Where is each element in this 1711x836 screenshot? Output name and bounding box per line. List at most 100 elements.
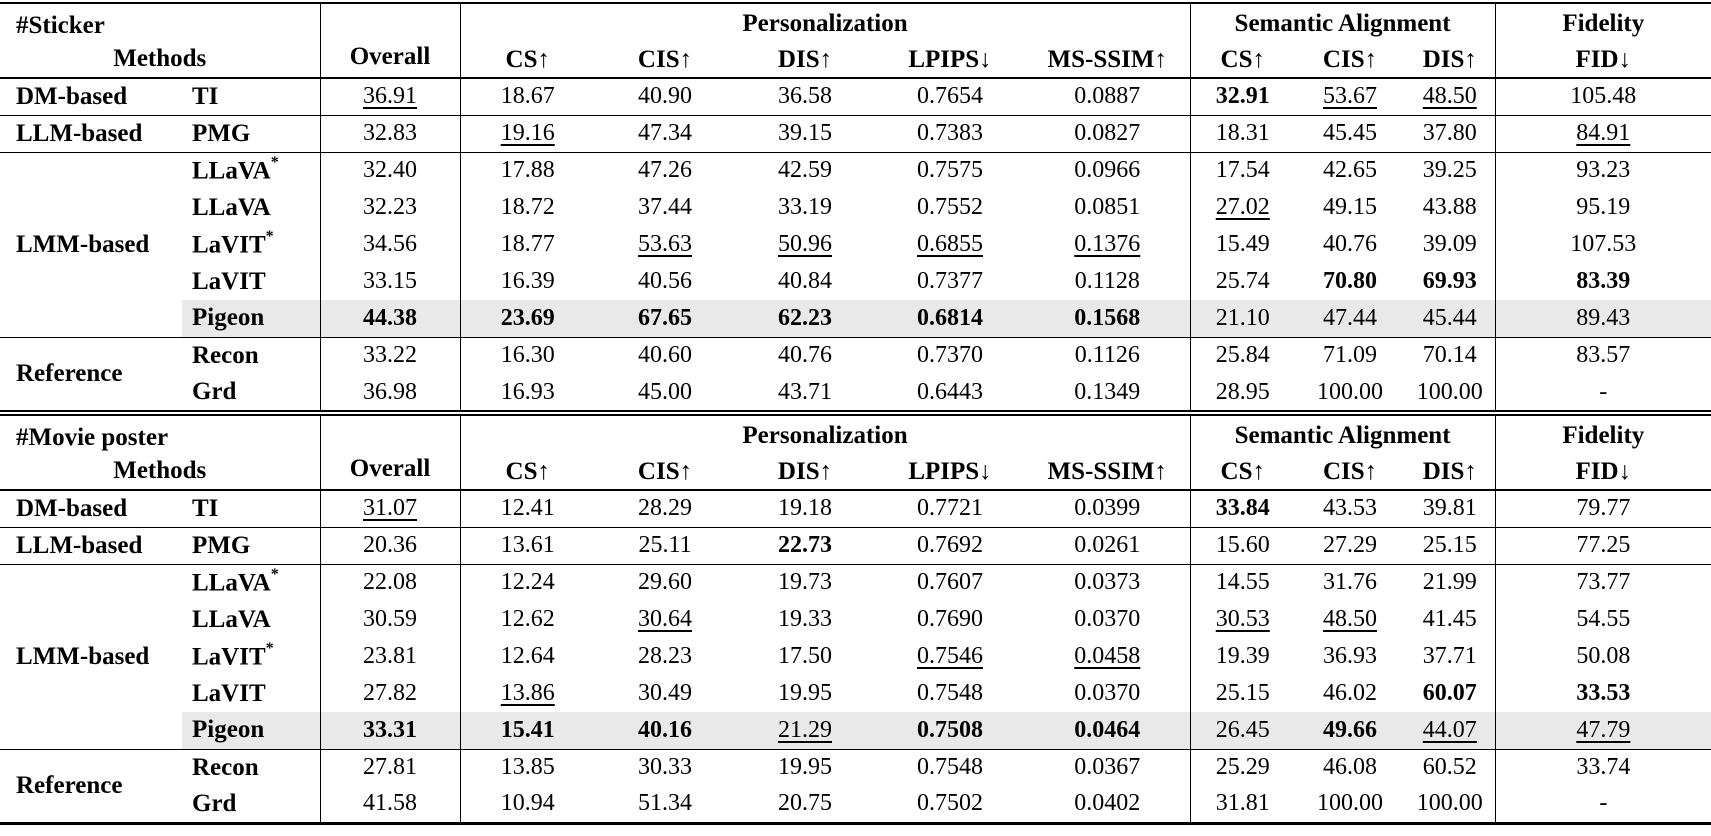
method-label-pigeon: Pigeon	[182, 712, 321, 749]
method-label-pmg: PMG	[182, 527, 321, 564]
metric-value: 0.0887	[1074, 83, 1141, 110]
metric-cell: 39.15	[735, 115, 875, 152]
metric-cell: 53.63	[595, 226, 735, 263]
metric-cell: 37.44	[595, 189, 735, 226]
metric-value: 107.53	[1570, 231, 1637, 257]
table-row: LaVIT 33.15 16.39 40.56 40.84 0.7377 0.1128 25.…	[0, 263, 1711, 300]
metric-cell: 53.67	[1295, 78, 1405, 115]
metric-value: 0.0370	[1074, 606, 1141, 632]
metric-value: 79.77	[1576, 495, 1631, 522]
metric-value: 0.7502	[917, 790, 984, 817]
metric-cell: 0.1349	[1025, 374, 1191, 411]
methods-label: Methods	[113, 457, 207, 484]
metric-value: 0.1376	[1074, 231, 1141, 257]
category-label-llm-based: LLM-based	[16, 531, 143, 559]
dataset-title: #Sticker	[16, 12, 105, 39]
table-row: LaVIT* 23.81 12.64 28.23 17.50 0.7546 0.0458 19…	[0, 638, 1711, 675]
metric-value: 30.53	[1215, 606, 1270, 632]
column-header-semantic-alignment-cis: CIS↑	[1295, 455, 1406, 491]
metric-value: 44.38	[363, 304, 417, 331]
metric-value: 0.1349	[1074, 378, 1141, 405]
metric-cell: 40.60	[595, 337, 735, 374]
metric-value: 27.02	[1215, 194, 1270, 220]
metric-cell: 0.7607	[875, 564, 1025, 601]
method-superscript: *	[265, 639, 274, 657]
metric-cell: 31.07	[320, 490, 461, 527]
metric-value: 25.74	[1215, 268, 1270, 294]
metric-value: 51.34	[638, 790, 693, 817]
metric-value: 0.6814	[917, 304, 983, 331]
category-label-lmm-based: LMM-based	[16, 230, 150, 258]
metric-value: 0.1128	[1074, 268, 1140, 294]
metric-value: 30.33	[638, 754, 693, 781]
metric-cell: 28.95	[1190, 374, 1295, 411]
metric-cell: 16.30	[460, 337, 595, 374]
metric-value: 71.09	[1323, 342, 1378, 369]
metric-cell: 32.23	[320, 189, 461, 226]
column-header-fidelity-fid: FID↓	[1495, 455, 1711, 491]
metric-cell: 0.6443	[875, 374, 1025, 411]
metric-value: 0.7548	[917, 680, 984, 706]
metric-value: 0.7692	[917, 532, 984, 558]
metric-cell: 27.82	[320, 675, 461, 712]
metric-value: 84.91	[1576, 120, 1631, 146]
metric-cell: 30.33	[595, 749, 735, 786]
column-header-semantic-alignment-cis: CIS↑	[1295, 43, 1406, 79]
metric-value: 40.60	[638, 342, 692, 369]
metric-cell: 27.02	[1190, 189, 1295, 226]
metric-value: 33.53	[1576, 680, 1631, 706]
metric-cell: 89.43	[1495, 300, 1711, 337]
highlighted-table-row: Pigeon 33.31 15.41 40.16 21.29 0.7508 0.0464 26…	[0, 712, 1711, 749]
table-row: LLM-based PMG 32.83 19.16 47.34 39.15 0.7383 0.…	[0, 115, 1711, 152]
column-header-personalization-cis: CIS↑	[595, 43, 735, 79]
metric-value: 12.64	[500, 643, 555, 669]
results-table-sticker: #Sticker Methods Overall Personalization Sem…	[0, 2, 1711, 412]
metric-value: 19.95	[778, 680, 833, 706]
metric-cell: 0.0851	[1025, 189, 1191, 226]
metric-cell: 46.08	[1295, 749, 1405, 786]
metric-value: 50.96	[778, 231, 832, 257]
metric-cell: 30.53	[1190, 601, 1295, 638]
column-header-personalization-cis: CIS↑	[595, 455, 736, 491]
metric-cell: 0.0261	[1025, 527, 1191, 564]
method-name: PMG	[192, 119, 251, 147]
method-label-recon: Recon	[182, 337, 321, 374]
group-header-semantic-alignment: Semantic Alignment	[1190, 415, 1496, 455]
column-header-semantic-alignment-cs: CS↑	[1190, 455, 1296, 491]
metric-value: 105.48	[1570, 83, 1637, 110]
method-name: Recon	[192, 341, 259, 369]
metric-value: 26.45	[1215, 716, 1270, 743]
metric-cell: 33.15	[320, 263, 461, 300]
metric-value: -	[1599, 790, 1608, 817]
metric-value: 53.67	[1323, 83, 1378, 110]
metric-value: 33.31	[363, 716, 418, 743]
metric-value: 0.7607	[917, 569, 984, 596]
metric-value: 46.08	[1323, 754, 1378, 781]
metric-value: 23.69	[500, 304, 555, 331]
metric-cell: 69.93	[1405, 263, 1496, 300]
metric-value: 18.67	[500, 83, 555, 110]
metric-value: 12.62	[500, 606, 555, 632]
column-header-overall: Overall	[320, 415, 461, 491]
metric-value: 18.72	[500, 194, 555, 220]
double-rule-separator	[0, 412, 1711, 414]
metric-cell: 44.07	[1405, 712, 1496, 749]
metric-cell: 0.1568	[1025, 300, 1191, 337]
category-label-llm-based: LLM-based	[16, 119, 143, 147]
table-header: #Movie poster Methods Overall Personalizati…	[0, 415, 1711, 491]
table-row: Reference Recon 33.22 16.30 40.60 40.76 0.7370…	[0, 337, 1711, 387]
method-name: LLaVA	[192, 605, 271, 633]
metric-cell: 25.74	[1190, 263, 1295, 300]
metric-value: 31.81	[1215, 790, 1270, 817]
metric-cell: 0.7377	[875, 263, 1025, 300]
metric-cell: 40.16	[595, 712, 736, 749]
metric-cell: 0.6855	[875, 226, 1025, 263]
metric-value: 47.26	[638, 157, 692, 184]
metric-cell: 13.86	[460, 675, 595, 712]
metric-value: 33.15	[363, 268, 417, 294]
metric-value: 12.24	[500, 569, 555, 596]
table-row: DM-based TI 31.07 12.41 28.29 19.18 0.7721 0.03…	[0, 490, 1711, 527]
column-header-personalization-lpips: LPIPS↓	[875, 455, 1026, 491]
metric-cell: 17.88	[460, 152, 595, 189]
metric-cell: 20.36	[320, 527, 461, 564]
